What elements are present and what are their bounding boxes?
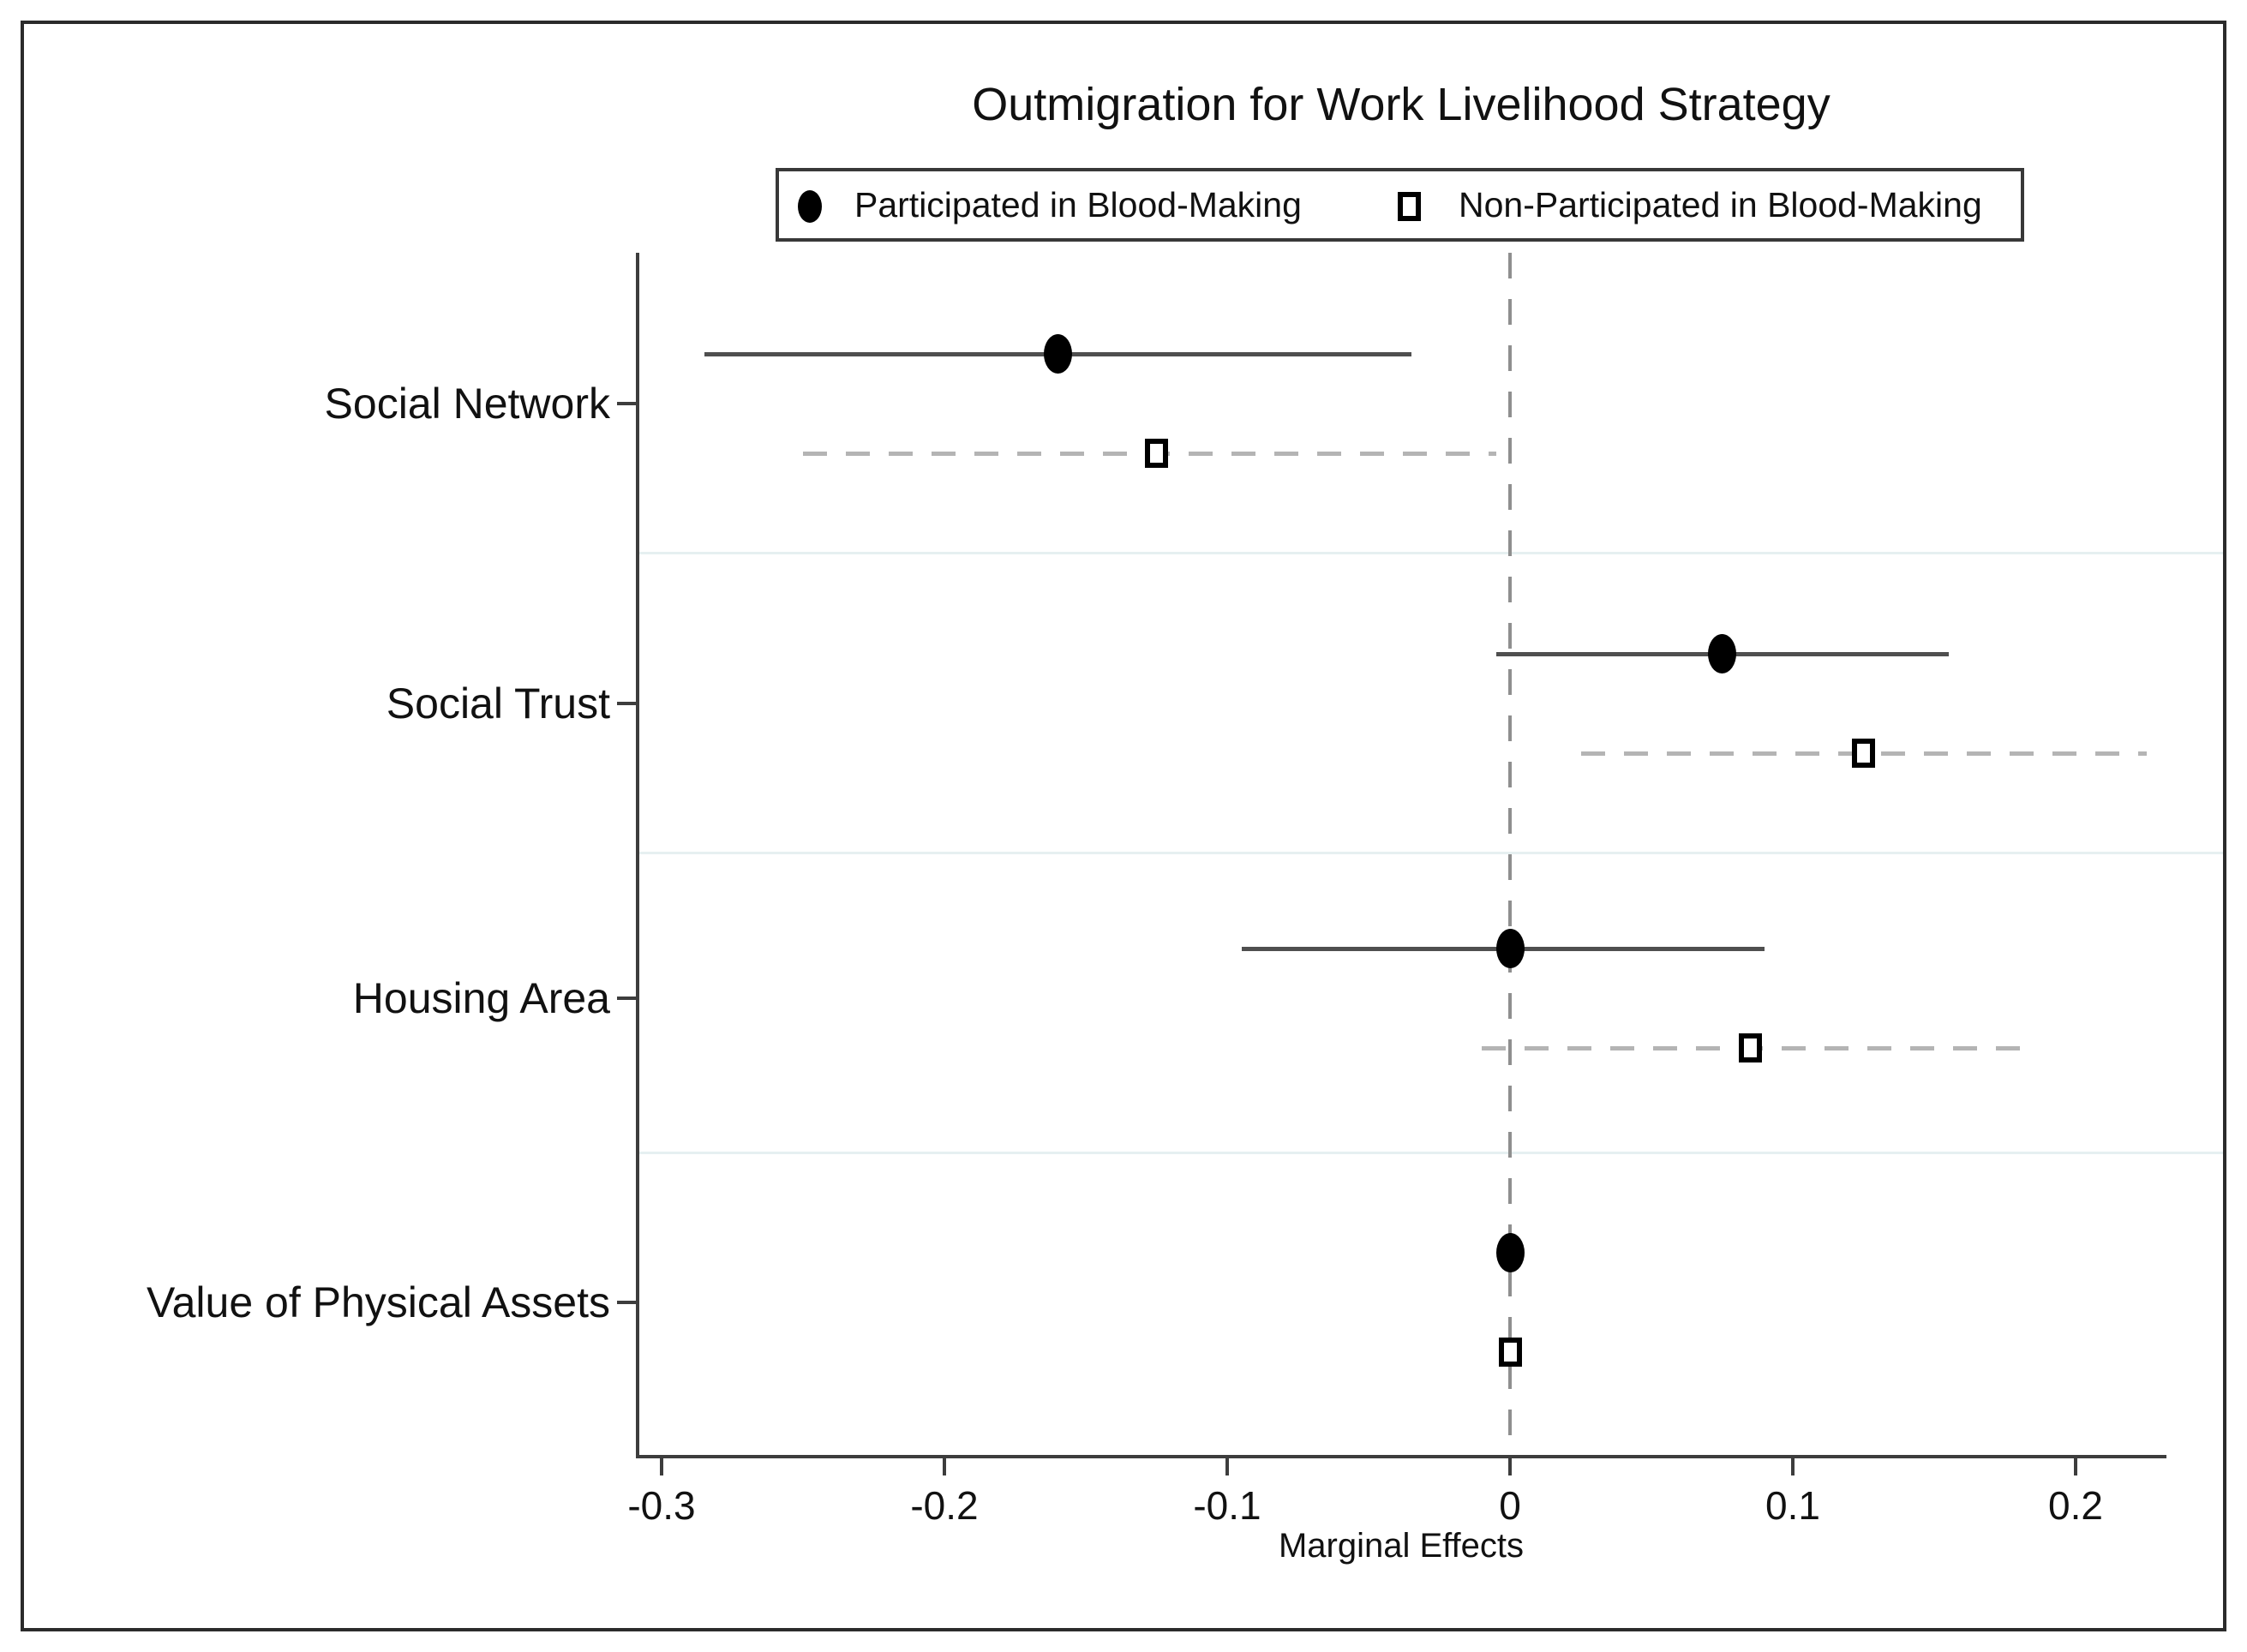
- figure-frame: [21, 21, 2226, 1631]
- marker-filled-circle: [1043, 334, 1072, 374]
- x-axis-tick: [2074, 1455, 2077, 1475]
- category-label: Social Trust: [386, 679, 610, 727]
- zero-reference-line: [1508, 253, 1512, 1455]
- x-axis-tick: [943, 1455, 946, 1475]
- x-axis-tick-label: -0.2: [910, 1483, 979, 1528]
- y-axis-tick: [617, 997, 636, 1000]
- x-axis-tick-label: 0: [1499, 1483, 1521, 1528]
- filled-circle-icon: [798, 190, 822, 223]
- x-axis-tick: [1791, 1455, 1795, 1475]
- x-axis-tick-label: 0.1: [1765, 1483, 1820, 1528]
- x-axis-line: [636, 1455, 2166, 1458]
- legend-label-non-participated: Non-Participated in Blood-Making: [1459, 185, 1982, 224]
- marker-filled-circle: [1495, 929, 1525, 968]
- marker-filled-circle: [1495, 1233, 1525, 1272]
- x-axis-tick-label: -0.3: [627, 1483, 696, 1528]
- row-separator-line: [638, 552, 2223, 554]
- row-separator-line: [638, 852, 2223, 854]
- y-axis-tick: [617, 702, 636, 705]
- category-label: Housing Area: [352, 974, 610, 1022]
- x-axis-tick-label: -0.1: [1193, 1483, 1261, 1528]
- x-axis-tick: [660, 1455, 663, 1475]
- category-label: Social Network: [324, 380, 610, 428]
- legend: Participated in Blood-Making Non-Partici…: [776, 168, 2024, 242]
- chart-title: Outmigration for Work Livelihood Strateg…: [972, 79, 1831, 130]
- marker-open-square: [1145, 439, 1168, 468]
- category-label: Value of Physical Assets: [146, 1278, 610, 1326]
- y-axis-tick: [617, 1301, 636, 1304]
- open-square-icon: [1398, 192, 1421, 221]
- row-separator-line: [638, 1152, 2223, 1154]
- x-axis-tick: [1508, 1455, 1512, 1475]
- x-axis-tick: [1225, 1455, 1229, 1475]
- legend-label-participated: Participated in Blood-Making: [854, 185, 1302, 224]
- x-axis-tick-label: 0.2: [2048, 1483, 2103, 1528]
- x-axis-title: Marginal Effects: [1278, 1527, 1525, 1565]
- y-axis-tick: [617, 402, 636, 405]
- marker-open-square: [1739, 1033, 1762, 1062]
- marker-filled-circle: [1708, 634, 1736, 673]
- marker-open-square: [1852, 739, 1875, 768]
- y-axis-line: [636, 253, 639, 1458]
- marker-open-square: [1498, 1338, 1522, 1367]
